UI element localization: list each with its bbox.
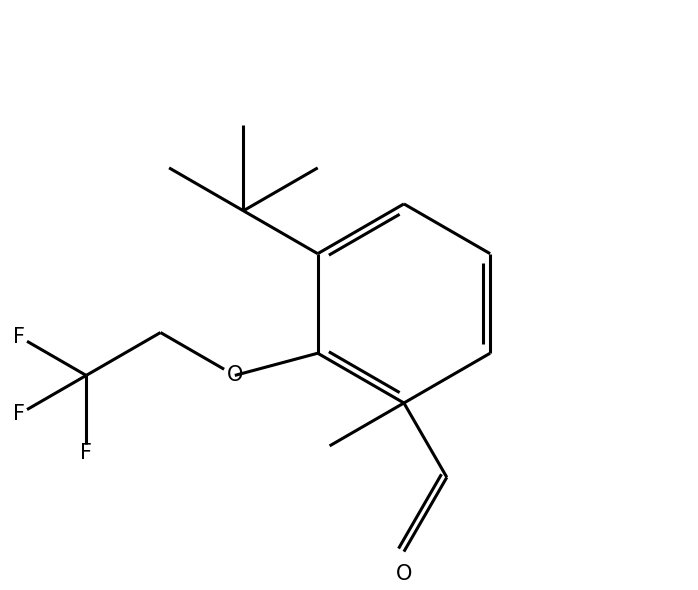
Text: F: F xyxy=(13,404,25,424)
Text: F: F xyxy=(80,442,92,463)
Text: F: F xyxy=(13,327,25,347)
Text: O: O xyxy=(227,365,243,385)
Text: O: O xyxy=(396,564,412,584)
